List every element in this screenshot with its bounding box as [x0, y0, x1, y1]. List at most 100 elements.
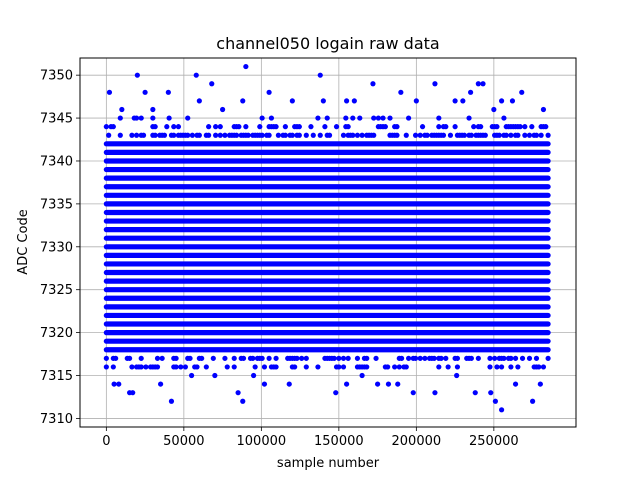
data-point — [196, 98, 202, 104]
data-point — [336, 355, 342, 361]
data-point — [354, 355, 361, 361]
data-point — [472, 390, 478, 396]
data-point — [396, 364, 402, 370]
data-point — [103, 364, 109, 370]
data-point — [395, 381, 401, 387]
data-point — [142, 89, 148, 95]
data-point — [320, 98, 326, 104]
data-point — [235, 390, 241, 396]
data-point — [454, 372, 460, 379]
x-axis-label: sample number — [277, 456, 380, 471]
data-point — [454, 355, 461, 361]
data-point — [494, 124, 500, 130]
data-point — [240, 98, 246, 104]
data-point — [454, 364, 461, 370]
data-point — [138, 115, 144, 121]
data-point — [522, 124, 528, 130]
x-tick-label: 150000 — [314, 434, 364, 449]
data-point — [359, 372, 365, 379]
data-point — [231, 364, 237, 370]
data-point — [206, 124, 212, 130]
data-point — [364, 364, 370, 370]
data-point — [133, 115, 140, 121]
data-point — [509, 98, 516, 104]
data-point — [440, 132, 447, 138]
data-point — [220, 106, 226, 113]
data-point — [199, 355, 205, 361]
data-point — [508, 364, 514, 370]
data-point — [273, 364, 279, 370]
data-point — [392, 364, 398, 370]
data-point — [501, 355, 507, 361]
data-point — [130, 390, 136, 396]
data-point — [189, 372, 195, 379]
data-point — [482, 132, 488, 138]
data-point — [154, 355, 161, 361]
data-point — [499, 98, 505, 104]
data-point — [245, 132, 251, 138]
data-point — [508, 355, 514, 361]
data-point — [351, 98, 357, 104]
data-point — [299, 355, 305, 361]
data-point — [499, 364, 505, 370]
data-point — [533, 355, 540, 361]
data-point — [387, 115, 393, 121]
data-point — [394, 132, 400, 138]
data-point — [224, 364, 230, 370]
data-point — [259, 115, 265, 121]
data-point — [138, 364, 144, 370]
data-point — [161, 132, 168, 138]
data-point — [343, 115, 349, 121]
data-point — [406, 355, 412, 361]
y-tick-label: 7320 — [40, 326, 73, 341]
data-point — [436, 115, 442, 121]
data-point — [336, 364, 342, 370]
data-point — [166, 115, 172, 121]
data-point — [491, 106, 497, 113]
data-point — [217, 124, 223, 130]
x-tick-label: 200000 — [392, 434, 442, 449]
data-point — [292, 364, 298, 370]
data-point — [499, 407, 505, 413]
data-point — [251, 372, 257, 379]
data-point — [164, 124, 170, 130]
data-point — [152, 124, 158, 130]
data-point — [119, 106, 125, 113]
data-point — [289, 98, 295, 104]
data-point — [526, 132, 533, 138]
data-point — [303, 132, 309, 138]
x-tick-label: 50000 — [163, 434, 204, 449]
data-point — [275, 132, 281, 138]
data-point — [417, 355, 423, 361]
data-point — [452, 124, 458, 130]
data-point — [117, 115, 123, 121]
data-point — [350, 115, 356, 121]
data-point — [212, 372, 218, 379]
data-point — [315, 364, 321, 370]
data-point — [436, 364, 442, 370]
data-point — [171, 124, 177, 130]
data-point — [461, 132, 467, 138]
data-point — [243, 124, 249, 130]
data-point — [333, 124, 340, 130]
data-point — [438, 355, 444, 361]
data-point — [431, 355, 437, 361]
data-point — [111, 381, 117, 387]
data-point — [257, 124, 263, 130]
data-point — [519, 89, 525, 95]
data-point — [371, 115, 377, 121]
y-tick-label: 7335 — [40, 197, 73, 212]
data-point — [410, 390, 416, 396]
data-point — [140, 132, 147, 138]
data-point — [203, 364, 209, 370]
data-point — [340, 132, 347, 138]
data-point — [436, 124, 442, 130]
data-point — [540, 364, 547, 370]
data-point — [422, 355, 428, 361]
data-point — [322, 124, 328, 130]
data-point — [243, 63, 249, 70]
y-axis-label: ADC Code — [16, 209, 31, 274]
data-point — [406, 115, 412, 121]
data-point — [398, 89, 404, 95]
data-point — [210, 355, 216, 361]
